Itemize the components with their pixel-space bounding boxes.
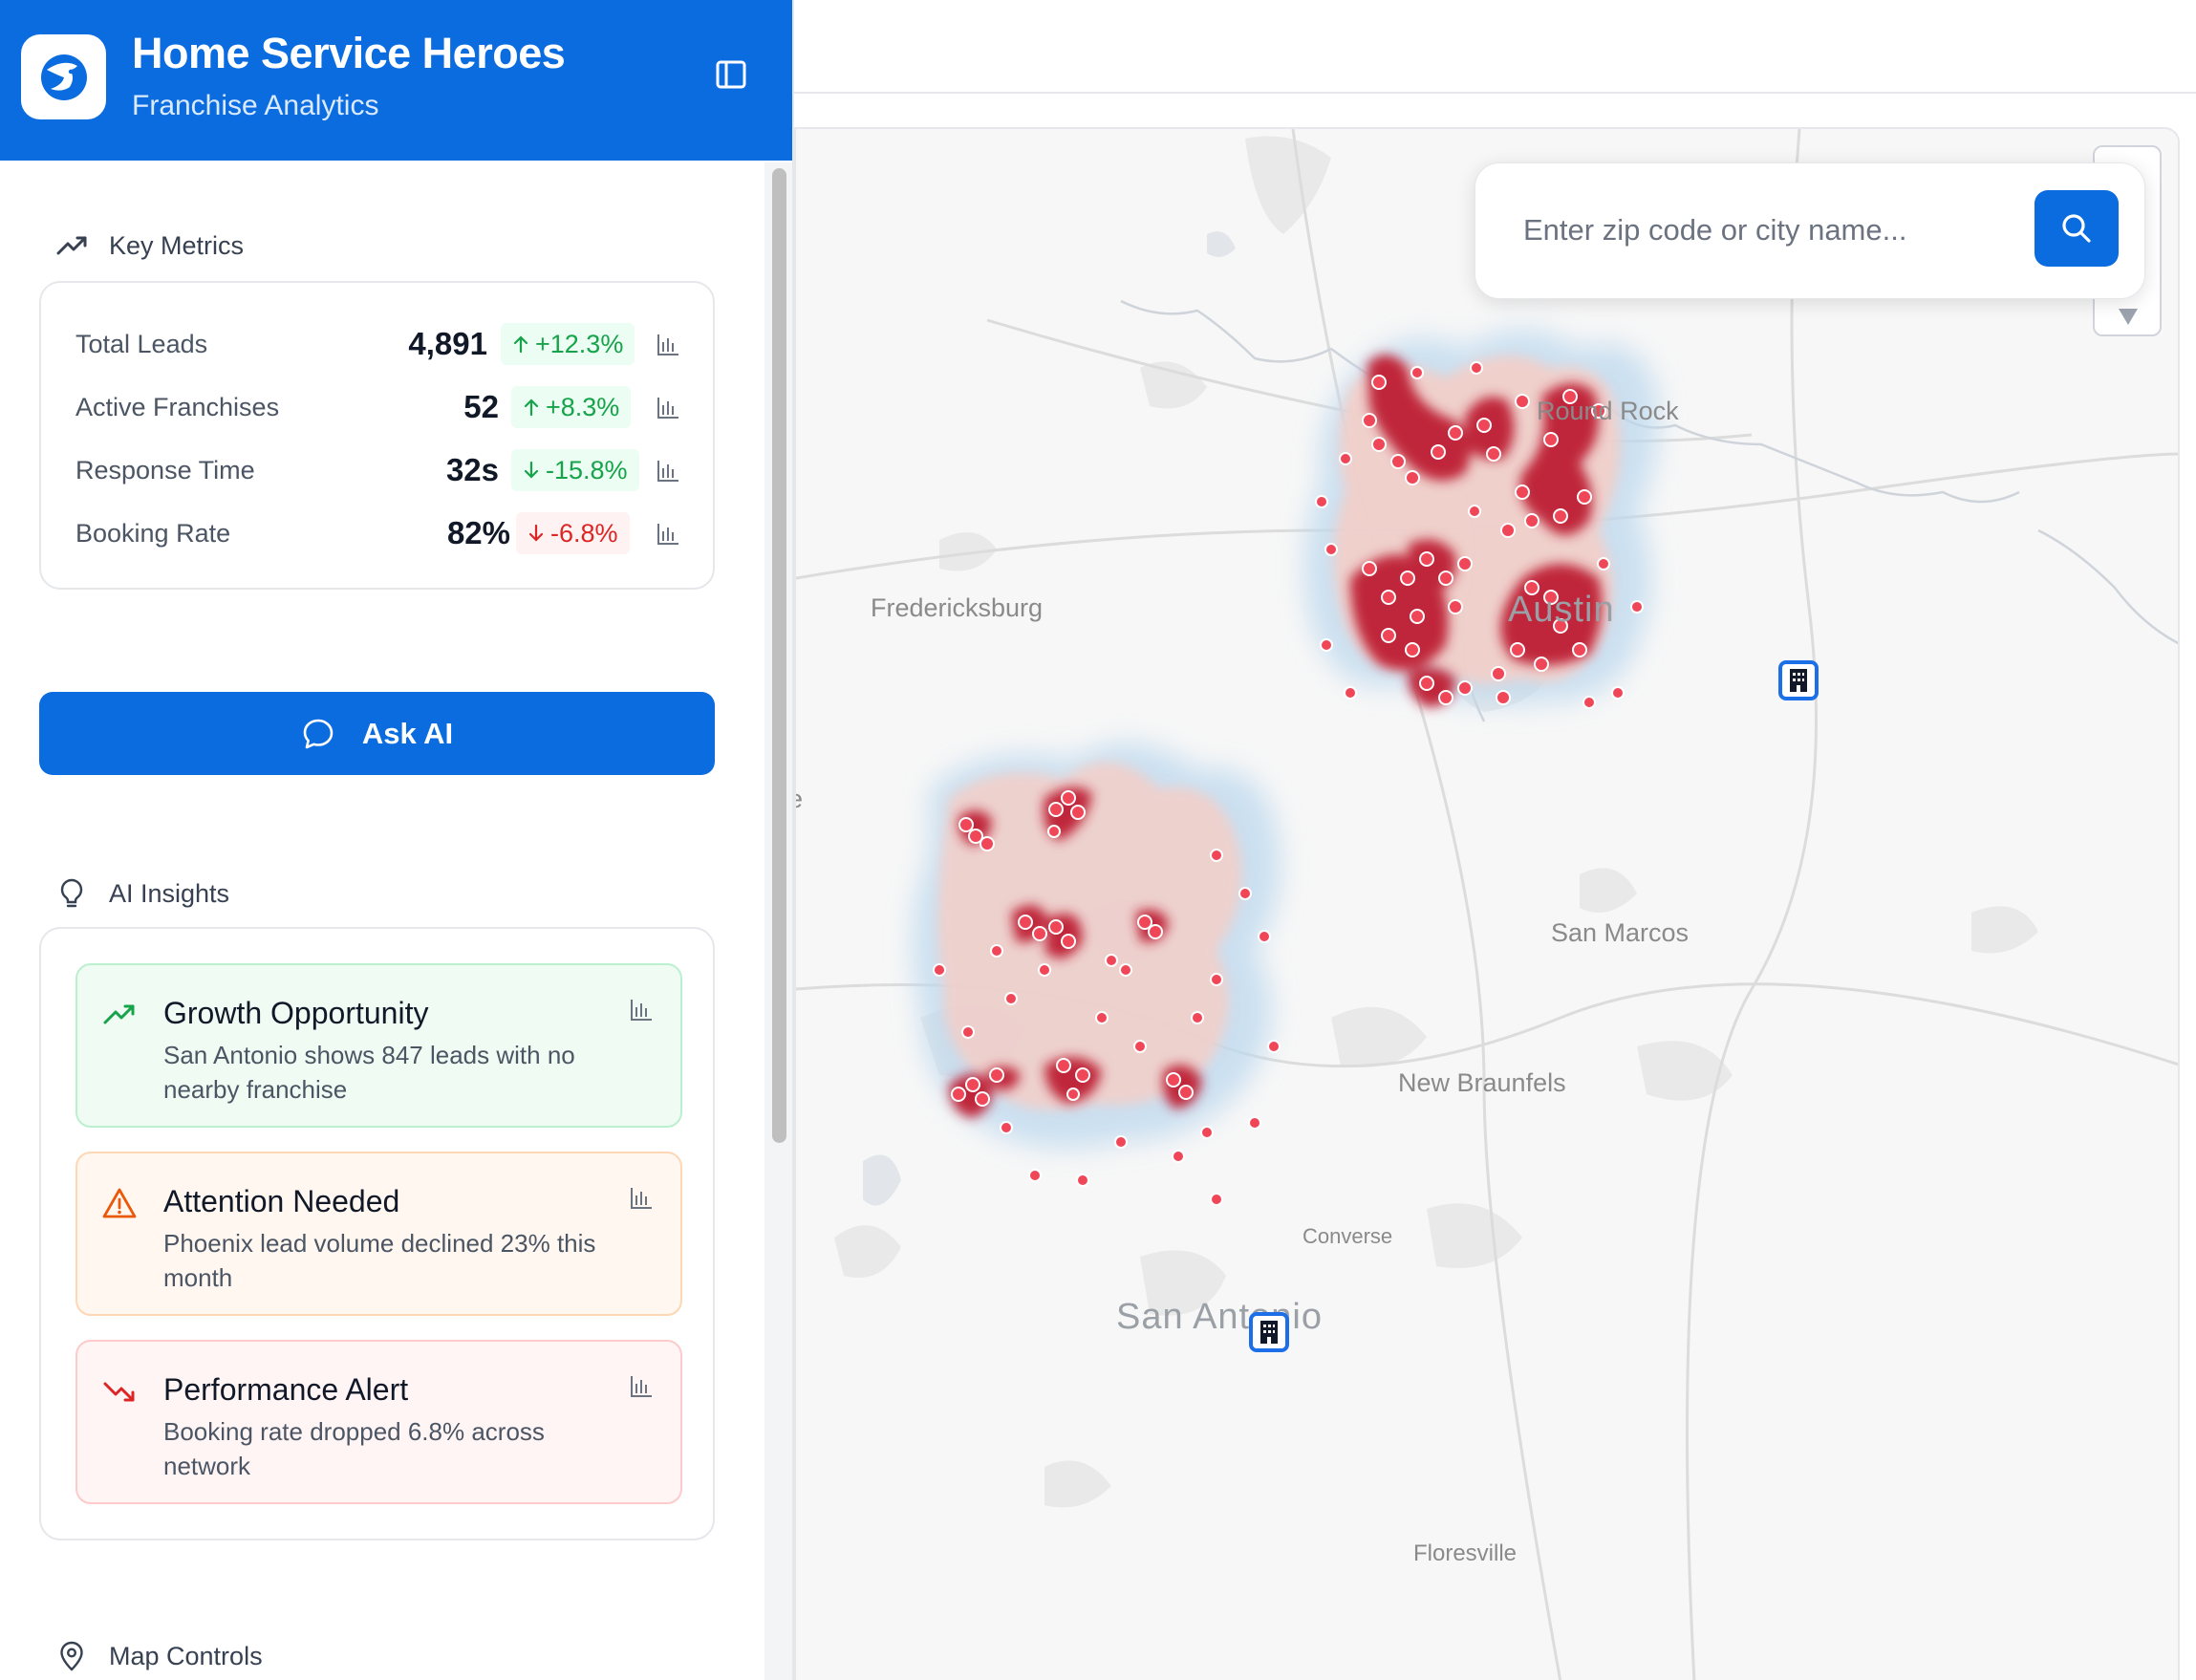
arrow-up-icon xyxy=(524,398,539,417)
bar-chart-icon[interactable] xyxy=(656,333,680,357)
franchise-marker-san-antonio[interactable] xyxy=(1249,1312,1289,1352)
building-icon xyxy=(1790,669,1807,692)
search-button[interactable] xyxy=(2035,190,2119,267)
metric-row-total-leads: Total Leads 4,891 +12.3% xyxy=(41,321,713,369)
map-label-austin: Austin xyxy=(1508,590,1615,630)
metric-value: 82% xyxy=(446,515,510,550)
map-pin-icon xyxy=(60,1641,83,1671)
trending-up-icon xyxy=(103,1004,135,1024)
bar-chart-icon[interactable] xyxy=(629,998,654,1023)
arrow-down-icon xyxy=(528,524,544,542)
brand-subtitle: Franchise Analytics xyxy=(132,90,379,121)
insight-growth-opportunity[interactable]: Growth Opportunity San Antonio shows 847… xyxy=(75,963,682,1128)
bar-chart-icon[interactable] xyxy=(629,1186,654,1211)
metric-change-badge: +12.3% xyxy=(501,323,635,365)
ask-ai-button[interactable]: Ask AI xyxy=(39,692,715,775)
sidebar-toggle-icon[interactable] xyxy=(712,55,750,94)
metric-change: -15.8% xyxy=(546,455,628,485)
franchise-marker-austin[interactable] xyxy=(1778,660,1819,700)
insight-title: Growth Opportunity xyxy=(163,996,429,1030)
map-label-san-antonio: San Antonio xyxy=(1116,1297,1323,1337)
brand-title: Home Service Heroes xyxy=(132,29,566,77)
trending-down-icon xyxy=(103,1382,135,1402)
heatmap-map[interactable]: Fredericksburg e Round Rock Austin San M… xyxy=(794,127,2180,1680)
arrow-down-icon xyxy=(524,461,539,479)
metric-value: 32s xyxy=(445,452,499,487)
ask-ai-label: Ask AI xyxy=(361,716,454,750)
sidebar: Home Service Heroes Franchise Analytics … xyxy=(0,0,794,1680)
ai-insights-card: Growth Opportunity San Antonio shows 847… xyxy=(39,927,715,1540)
metric-value: 4,891 xyxy=(408,326,487,361)
key-metrics-heading-label: Key Metrics xyxy=(109,230,245,260)
metric-change-badge: +8.3% xyxy=(511,386,632,428)
key-metrics-heading: Key Metrics xyxy=(55,229,244,262)
metric-label: Active Franchises xyxy=(75,393,280,421)
ai-insights-heading: AI Insights xyxy=(55,877,229,910)
map-label-edge: e xyxy=(796,785,803,814)
map-label-round-rock: Round Rock xyxy=(1537,397,1679,425)
metric-row-booking-rate: Booking Rate 82% -6.8% xyxy=(41,510,713,558)
metric-change-badge: -15.8% xyxy=(511,449,639,491)
lightbulb-icon xyxy=(60,878,83,908)
insight-performance-alert[interactable]: Performance Alert Booking rate dropped 6… xyxy=(75,1340,682,1504)
sidebar-scrollbar-thumb[interactable] xyxy=(772,168,786,1143)
map-controls-heading: Map Controls xyxy=(55,1640,263,1672)
ai-insights-heading-label: AI Insights xyxy=(109,878,230,908)
location-search-input[interactable] xyxy=(1523,202,2001,259)
metric-label: Total Leads xyxy=(75,330,208,358)
metric-label: Booking Rate xyxy=(75,519,231,548)
metric-change: +8.3% xyxy=(546,392,620,421)
metric-row-response-time: Response Time 32s -15.8% xyxy=(41,447,713,495)
bar-chart-icon[interactable] xyxy=(656,522,680,547)
map-label-floresville: Floresville xyxy=(1413,1540,1518,1566)
key-metrics-card: Total Leads 4,891 +12.3% Active Franchis… xyxy=(39,281,715,590)
map-label-converse: Converse xyxy=(1303,1224,1393,1248)
compass-arrow-icon[interactable] xyxy=(2116,306,2141,327)
bar-chart-icon[interactable] xyxy=(656,396,680,420)
brand-logo xyxy=(21,34,106,119)
map-base-layer xyxy=(796,129,2178,1680)
bar-chart-icon[interactable] xyxy=(629,1374,654,1399)
heatmap-cluster-austin xyxy=(1304,330,1659,709)
arrow-up-icon xyxy=(513,335,528,354)
logo-icon xyxy=(40,54,87,100)
brand-header: Home Service Heroes Franchise Analytics xyxy=(0,0,792,161)
map-search-box xyxy=(1475,162,2145,299)
metric-change: -6.8% xyxy=(550,518,618,548)
insight-description: Booking rate dropped 6.8% across network xyxy=(163,1417,545,1480)
bar-chart-icon[interactable] xyxy=(656,459,680,484)
map-controls-heading-label: Map Controls xyxy=(109,1641,263,1670)
trending-up-icon xyxy=(56,236,87,255)
map-label-fredericksburg: Fredericksburg xyxy=(871,593,1044,622)
insight-title: Attention Needed xyxy=(163,1184,400,1218)
map-label-new-braunfels: New Braunfels xyxy=(1398,1068,1566,1097)
insight-title: Performance Alert xyxy=(163,1372,409,1407)
heatmap-cluster-san-antonio xyxy=(913,743,1281,1206)
chat-bubble-icon xyxy=(303,719,334,748)
top-bar xyxy=(794,0,2196,94)
building-icon xyxy=(1260,1321,1278,1344)
metric-label: Response Time xyxy=(75,456,255,485)
insight-description: Phoenix lead volume declined 23% this mo… xyxy=(163,1229,596,1292)
warning-triangle-icon xyxy=(102,1188,137,1218)
map-label-san-marcos: San Marcos xyxy=(1551,918,1690,947)
insight-attention-needed[interactable]: Attention Needed Phoenix lead volume dec… xyxy=(75,1152,682,1316)
metric-value: 52 xyxy=(463,389,499,424)
metric-change-badge: -6.8% xyxy=(516,512,630,554)
search-icon xyxy=(2062,214,2091,243)
insight-description: San Antonio shows 847 leads with no near… xyxy=(163,1041,575,1104)
metric-row-active-franchises: Active Franchises 52 +8.3% xyxy=(41,384,713,432)
metric-change: +12.3% xyxy=(535,329,624,358)
